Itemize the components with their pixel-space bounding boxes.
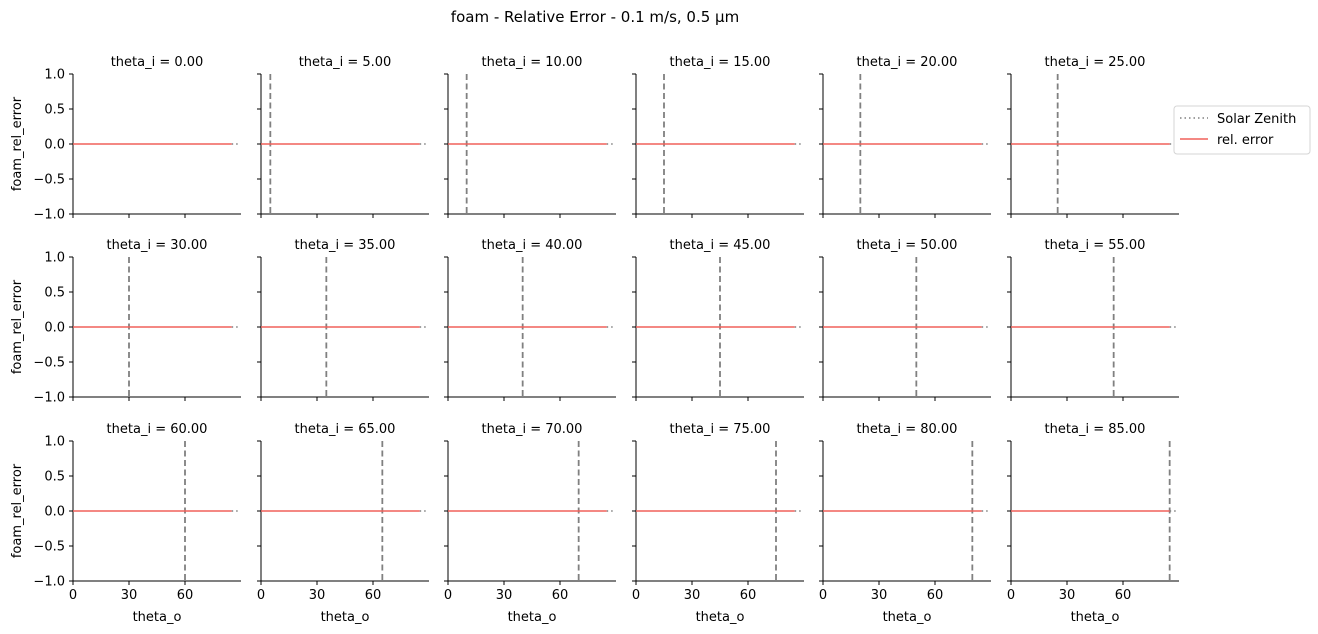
panel-title: theta_i = 5.00 [299,55,392,70]
y-axis-label: foam_rel_error [10,96,25,191]
panel-title: theta_i = 30.00 [107,238,208,253]
panel-title: theta_i = 75.00 [670,422,771,437]
panel-title: theta_i = 80.00 [857,422,958,437]
x-axis-label: theta_o [883,610,932,625]
x-tick-label: 60 [177,588,194,603]
panel-0: theta_i = 0.00 1.0 0.5 0.0 −0.5 −1.0 foam_rel_… [10,55,241,223]
panel-1: theta_i = 5.00 [257,55,429,218]
y-axis-label: foam_rel_error [10,463,25,558]
y-tick-label: −1.0 [33,391,65,406]
panel-title: theta_i = 60.00 [107,422,208,437]
panel-7: theta_i = 35.00 [257,238,429,401]
y-tick-label: 0.0 [44,505,65,520]
y-tick-label: 0.5 [44,286,65,301]
x-tick-label: 0 [1007,588,1015,603]
panel-title: theta_i = 35.00 [295,238,396,253]
x-tick-label: 0 [444,588,452,603]
panel-3: theta_i = 15.00 [632,55,804,218]
x-tick-label: 30 [871,588,888,603]
y-tick-label: 0.5 [44,103,65,118]
x-tick-label: 60 [365,588,382,603]
x-axis-label: theta_o [508,610,557,625]
y-tick-label: 1.0 [44,435,65,450]
y-tick-label: −1.0 [33,575,65,590]
panel-title: theta_i = 0.00 [111,55,204,70]
panel-title: theta_i = 10.00 [482,55,583,70]
x-tick-label: 60 [552,588,569,603]
panel-15: theta_i = 75.00 0 30 60 theta_o [632,422,804,625]
x-tick-label: 30 [121,588,138,603]
y-tick-label: 0.0 [44,321,65,336]
x-axis-label: theta_o [321,610,370,625]
panel-title: theta_i = 50.00 [857,238,958,253]
figure-title: foam - Relative Error - 0.1 m/s, 0.5 µm [451,8,739,26]
y-tick-label: 0.5 [44,470,65,485]
x-tick-label: 60 [927,588,944,603]
panel-title: theta_i = 65.00 [295,422,396,437]
panel-title: theta_i = 20.00 [857,55,958,70]
panel-6: theta_i = 30.00 1.0 0.5 0.0 −0.5 −1.0 foam_rel… [10,238,241,406]
panel-2: theta_i = 10.00 [444,55,616,218]
x-tick-label: 0 [257,588,265,603]
panel-12: theta_i = 60.00 1.0 0.5 0.0 −0.5 −1.0 0 30 60 the… [10,422,241,625]
legend-rel-error-label: rel. error [1217,133,1274,148]
legend: Solar Zenith rel. error [1173,105,1311,155]
panel-title: theta_i = 45.00 [670,238,771,253]
x-tick-label: 30 [309,588,326,603]
x-axis-label: theta_o [133,610,182,625]
y-tick-label: −0.5 [33,356,65,371]
y-tick-label: −0.5 [33,540,65,555]
panel-5: theta_i = 25.00 [1007,55,1179,218]
x-axis-label: theta_o [1071,610,1120,625]
x-tick-label: 30 [496,588,513,603]
panel-13: theta_i = 65.00 0 30 60 theta_o [257,422,429,625]
y-tick-label: 0.0 [44,138,65,153]
panel-17: theta_i = 85.00 0 30 60 theta_o [1007,422,1179,625]
panel-10: theta_i = 50.00 [819,238,991,401]
legend-solar-zenith-label: Solar Zenith [1217,112,1296,127]
panel-title: theta_i = 15.00 [670,55,771,70]
panel-11: theta_i = 55.00 [1007,238,1179,401]
y-tick-label: −0.5 [33,173,65,188]
y-tick-label: 1.0 [44,251,65,266]
x-tick-label: 60 [740,588,757,603]
panel-title: theta_i = 55.00 [1045,238,1146,253]
x-tick-label: 60 [1115,588,1132,603]
x-axis-label: theta_o [696,610,745,625]
panel-title: theta_i = 85.00 [1045,422,1146,437]
panel-14: theta_i = 70.00 0 30 60 theta_o [444,422,616,625]
panel-9: theta_i = 45.00 [632,238,804,401]
panel-16: theta_i = 80.00 0 30 60 theta_o [819,422,991,625]
x-tick-label: 0 [819,588,827,603]
y-tick-label: 1.0 [44,68,65,83]
panel-title: theta_i = 70.00 [482,422,583,437]
y-tick-label: −1.0 [33,208,65,223]
x-tick-label: 0 [69,588,77,603]
facet-grid: theta_i = 0.00 1.0 0.5 0.0 −0.5 −1.0 foam_rel_… [10,55,1179,625]
x-tick-label: 30 [1059,588,1076,603]
x-tick-label: 30 [684,588,701,603]
panel-8: theta_i = 40.00 [444,238,616,401]
y-axis-label: foam_rel_error [10,279,25,374]
x-tick-label: 0 [632,588,640,603]
panel-title: theta_i = 25.00 [1045,55,1146,70]
panel-4: theta_i = 20.00 [819,55,991,218]
panel-title: theta_i = 40.00 [482,238,583,253]
